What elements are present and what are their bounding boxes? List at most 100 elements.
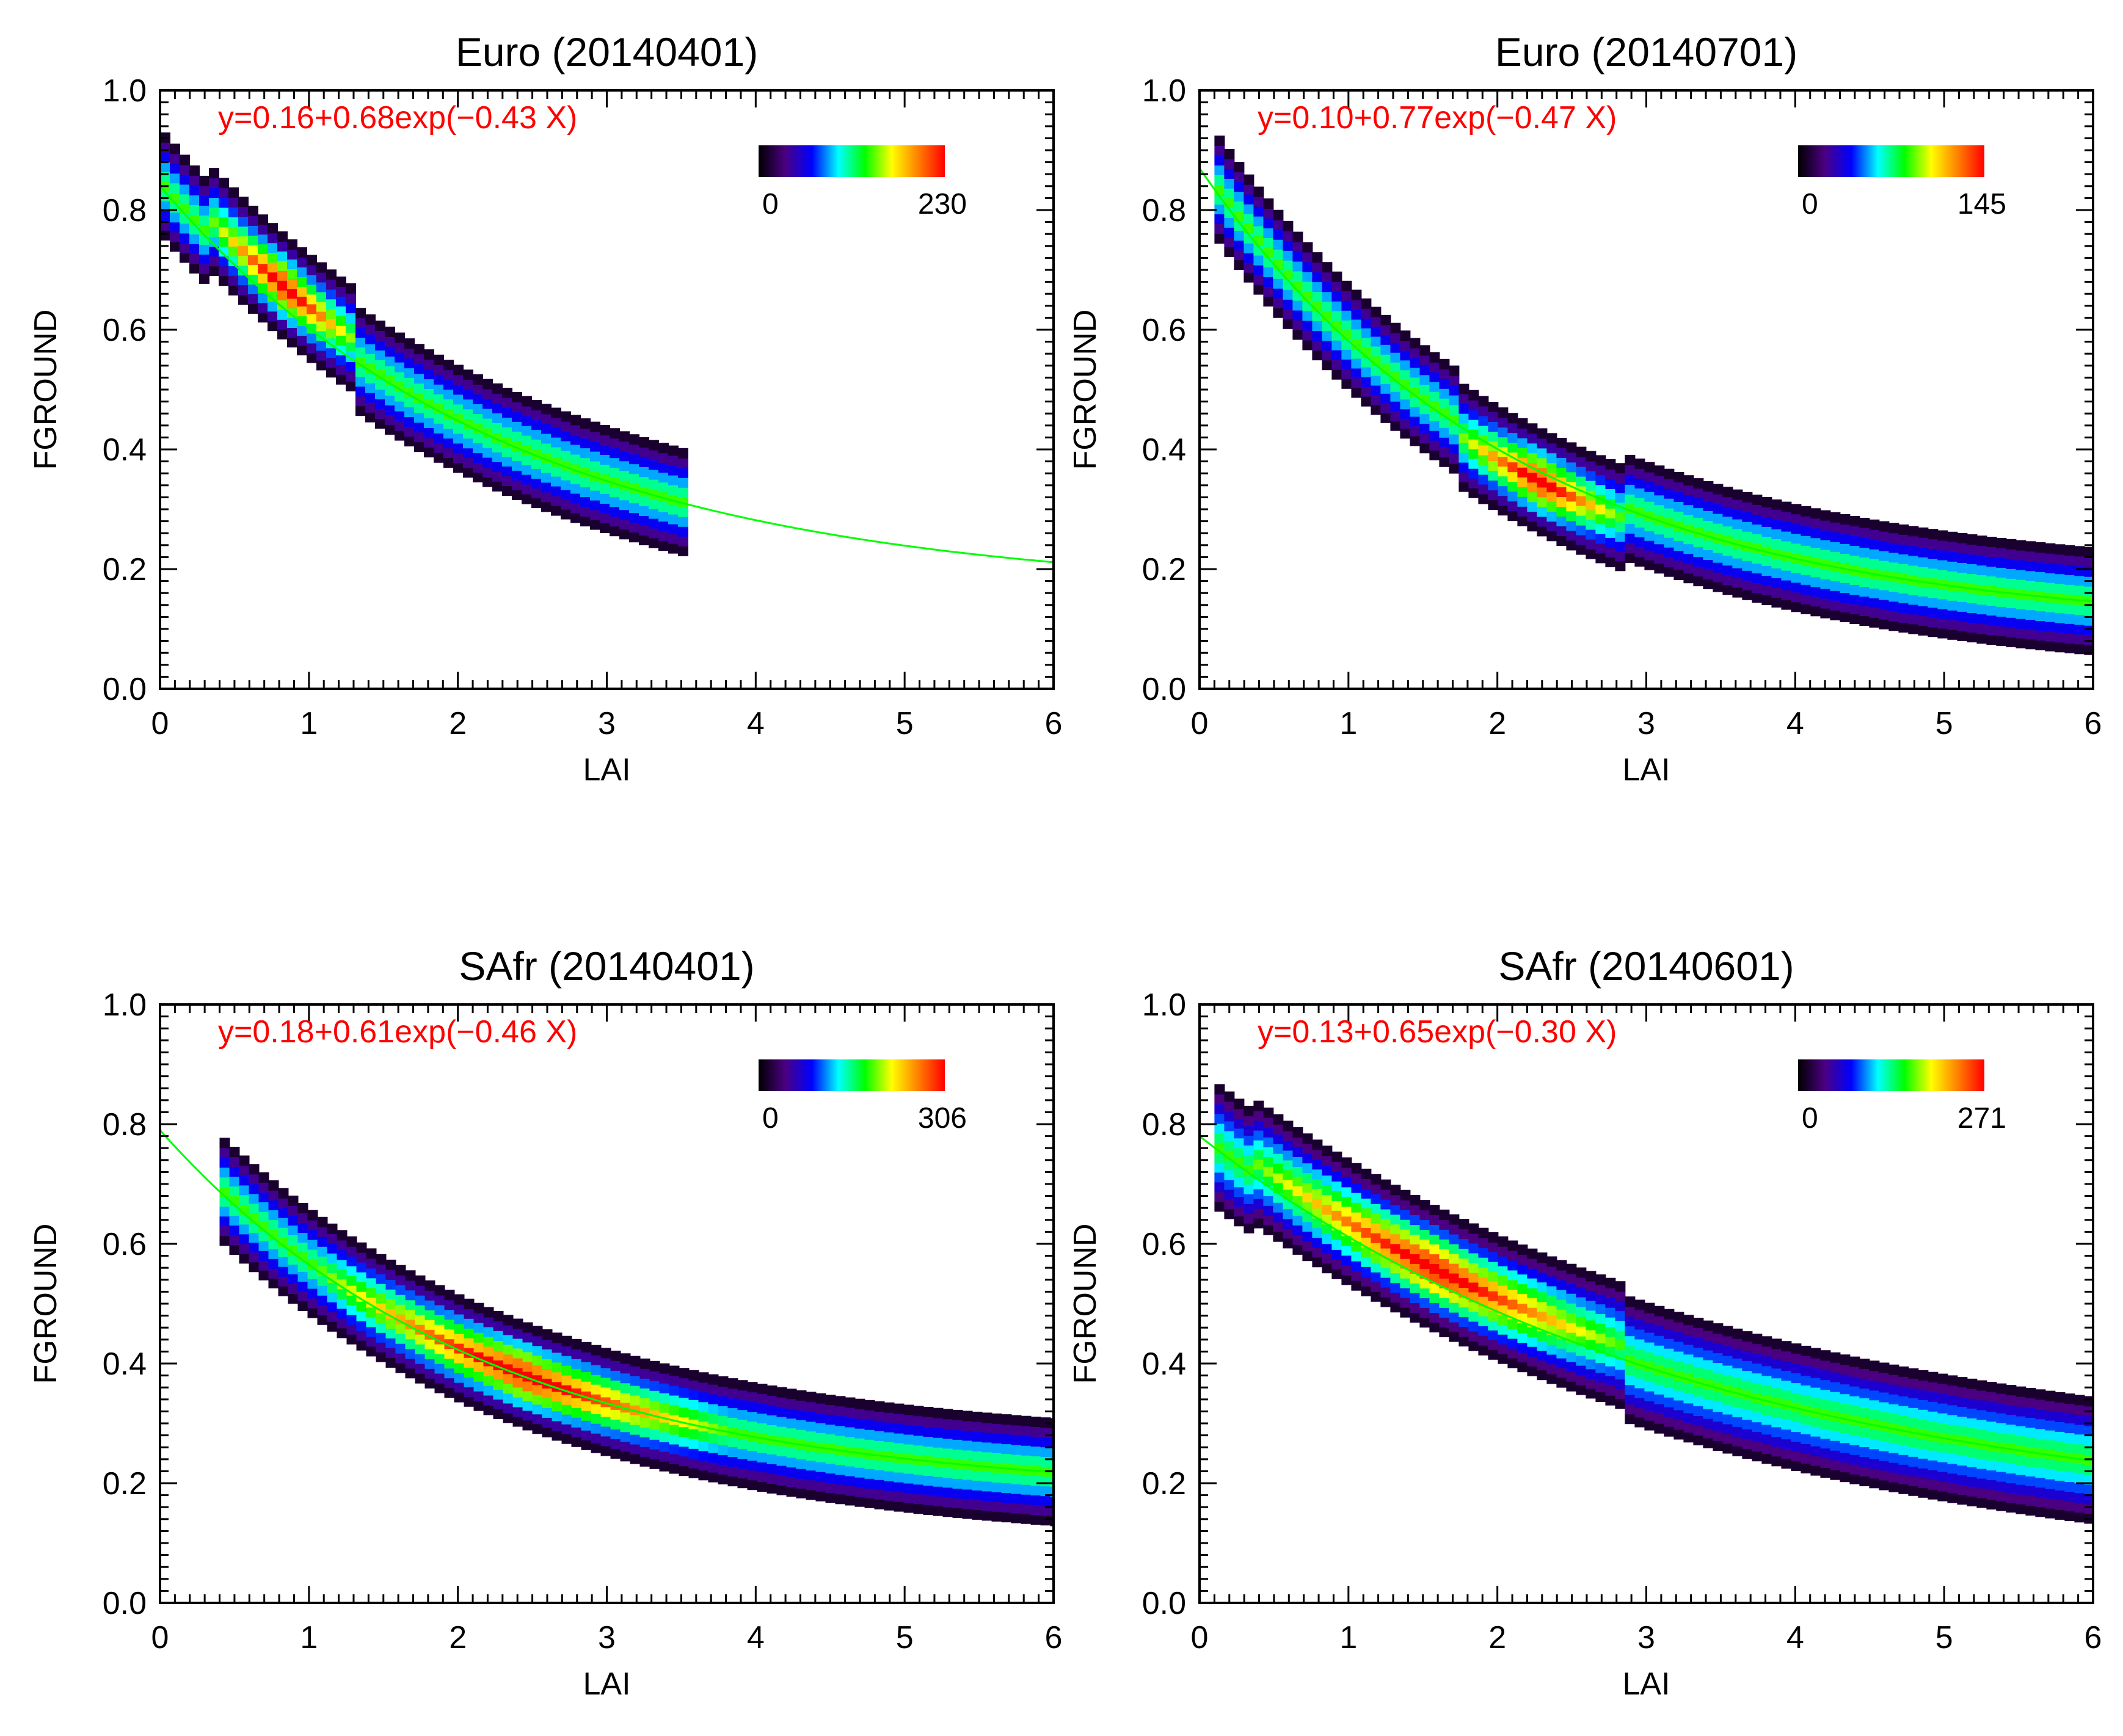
density-cell <box>1312 1149 1323 1160</box>
density-cell <box>610 1428 621 1439</box>
density-cell <box>228 265 239 276</box>
density-cell <box>708 1413 719 1424</box>
density-cell <box>287 269 297 279</box>
density-cell <box>2045 1410 2056 1421</box>
density-cell <box>1214 204 1225 214</box>
density-cell <box>1312 1169 1323 1180</box>
density-cell <box>1703 579 1714 589</box>
density-cell <box>1449 1224 1460 1235</box>
density-cell <box>512 470 522 481</box>
density-cell <box>1234 1177 1245 1188</box>
density-cell <box>189 184 200 195</box>
density-cell <box>1214 184 1225 195</box>
density-cell <box>454 1392 465 1403</box>
x-tick-label: 2 <box>1488 1620 1506 1655</box>
density-cell <box>483 1346 494 1357</box>
density-cell <box>1214 1162 1225 1173</box>
density-cell <box>1957 1484 1968 1495</box>
density-cell <box>1566 452 1577 463</box>
density-cell <box>1576 1375 1587 1386</box>
density-cell <box>229 1235 240 1246</box>
density-cell <box>337 1298 348 1309</box>
density-cell <box>444 1348 455 1359</box>
density-cell <box>1683 543 1694 554</box>
density-cell <box>718 1444 729 1455</box>
density-cell <box>1967 1388 1978 1399</box>
density-cell <box>1546 1364 1557 1375</box>
density-cell <box>1781 579 1792 590</box>
density-cell <box>1791 1441 1802 1452</box>
density-cell <box>1673 1341 1684 1352</box>
density-cell <box>874 1459 885 1470</box>
density-cell <box>552 1420 563 1431</box>
density-cell <box>1976 1409 1987 1420</box>
density-cell <box>737 1448 748 1459</box>
density-cell <box>424 359 434 370</box>
density-cell <box>1030 1426 1041 1437</box>
density-cell <box>316 321 327 332</box>
density-cell <box>835 1494 846 1505</box>
density-cell <box>1654 1403 1665 1414</box>
density-cell <box>825 1424 836 1435</box>
density-cell <box>1761 1453 1772 1464</box>
density-cell <box>1752 1334 1763 1345</box>
density-cell <box>366 1287 377 1298</box>
density-cell <box>1273 258 1284 269</box>
density-cell <box>1595 1362 1606 1373</box>
density-cell <box>532 1335 543 1346</box>
density-cell <box>913 1464 924 1475</box>
density-cell <box>1713 523 1724 534</box>
density-cell <box>1928 1450 1939 1461</box>
density-cell <box>1869 539 1880 550</box>
density-cell <box>610 1389 621 1400</box>
density-cell <box>1478 1335 1489 1346</box>
density-cell <box>1918 1399 1929 1410</box>
density-cell <box>727 1407 738 1418</box>
density-cell <box>923 1485 934 1495</box>
density-cell <box>845 1495 856 1506</box>
density-cell <box>297 1281 308 1291</box>
density-cell <box>316 301 327 312</box>
density-cell <box>1478 1257 1489 1268</box>
density-cell <box>1673 482 1684 492</box>
density-cell <box>591 1384 602 1395</box>
density-cell <box>1869 607 1880 618</box>
density-cell <box>580 477 591 488</box>
density-cell <box>337 1230 348 1241</box>
density-cell <box>1888 1442 1899 1453</box>
density-cell <box>1898 1395 1909 1406</box>
density-cell <box>297 1232 308 1243</box>
density-cell <box>1801 1414 1812 1425</box>
density-cell <box>1468 1223 1479 1234</box>
density-cell <box>2025 1466 2036 1476</box>
density-cell <box>1625 1345 1636 1356</box>
density-cell <box>268 1238 279 1249</box>
density-cell <box>1947 1492 1958 1503</box>
density-cell <box>1888 1433 1899 1444</box>
fit-equation: y=0.13+0.65exp(−0.30 X) <box>1258 1014 1617 1050</box>
density-cell <box>1351 1270 1362 1281</box>
density-cell <box>2064 613 2075 624</box>
density-cell <box>688 1458 699 1469</box>
density-cell <box>1654 534 1665 545</box>
density-cell <box>219 1196 230 1207</box>
density-cell <box>2045 611 2056 622</box>
density-cell <box>493 1409 504 1419</box>
density-cell <box>669 1404 680 1415</box>
density-cell <box>1722 584 1733 595</box>
y-axis-label: FGROUND <box>28 310 64 470</box>
density-cell <box>1458 1219 1469 1230</box>
density-cell <box>2084 1464 2093 1475</box>
density-cell <box>1050 1516 1054 1527</box>
density-cell <box>1312 1257 1323 1268</box>
density-cell <box>1439 1317 1450 1327</box>
density-cell <box>1947 1463 1958 1474</box>
density-cell <box>268 311 278 322</box>
density-cell <box>503 1373 514 1384</box>
density-cell <box>1918 1477 1929 1488</box>
density-cell <box>1595 1323 1606 1334</box>
density-cell <box>1312 350 1323 361</box>
density-cell <box>1214 233 1225 244</box>
density-cell <box>1292 300 1303 311</box>
